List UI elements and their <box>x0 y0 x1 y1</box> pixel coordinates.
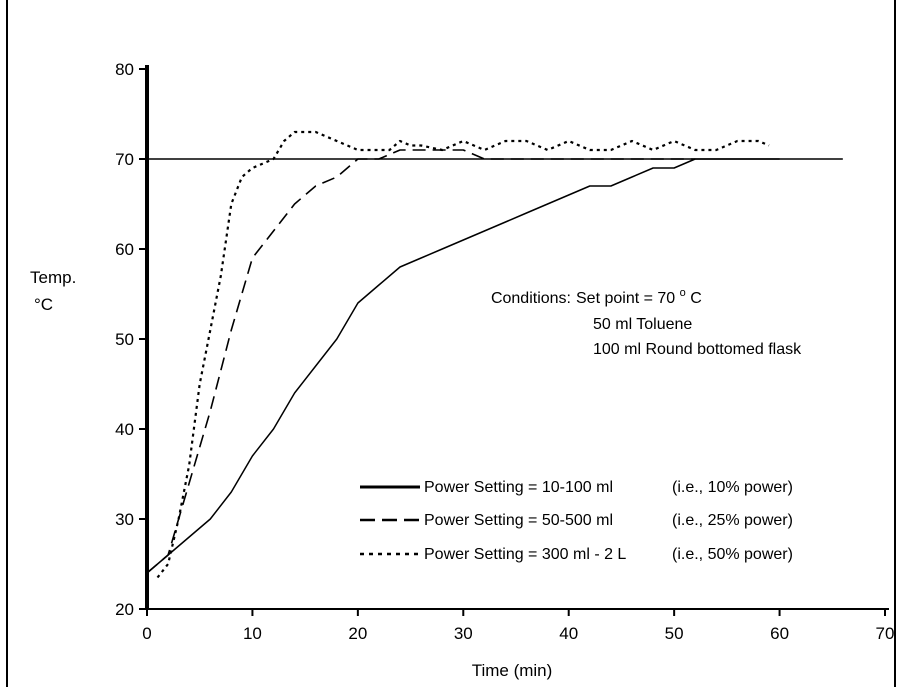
y-axis-unit: °C <box>34 295 53 314</box>
set-point-degree: o <box>680 287 686 299</box>
x-axis-label: Time (min) <box>472 661 553 680</box>
x-tick-label: 40 <box>559 624 578 643</box>
series-line-dotted <box>156 130 770 579</box>
x-tick-label: 30 <box>454 624 473 643</box>
x-tick-label: 70 <box>876 624 895 643</box>
legend-label: Power Setting = 10-100 ml <box>424 479 613 496</box>
legend-note: (i.e., 25% power) <box>672 512 793 529</box>
x-tick-label: 50 <box>665 624 684 643</box>
y-tick-label: 80 <box>115 60 134 79</box>
legend-note: (i.e., 10% power) <box>672 479 793 496</box>
y-tick-label: 30 <box>115 510 134 529</box>
set-point-prefix: Set point = 70 <box>576 290 675 307</box>
x-tick-label: 20 <box>348 624 367 643</box>
legend-note: (i.e., 50% power) <box>672 546 793 563</box>
y-tick-label: 40 <box>115 420 134 439</box>
set-point-suffix: C <box>690 290 702 307</box>
y-axis-label: Temp. <box>30 268 76 287</box>
x-tick-label: 60 <box>770 624 789 643</box>
legend: Power Setting = 10-100 ml (i.e., 10% powe… <box>360 479 793 563</box>
y-tick-label: 50 <box>115 330 134 349</box>
conditions-set-point: Set point = 70 o C <box>576 283 702 307</box>
x-tick-label: 10 <box>243 624 262 643</box>
series-line-dashed <box>146 149 696 574</box>
y-tick-label: 20 <box>115 600 134 619</box>
conditions-solvent: 50 ml Toluene <box>593 316 692 333</box>
x-tick-label: 0 <box>142 624 151 643</box>
y-tick-label: 60 <box>115 240 134 259</box>
legend-label: Power Setting = 300 ml - 2 L <box>424 546 626 563</box>
axes: 20 30 40 50 60 70 80 0 10 20 30 40 50 60 70 <box>115 60 894 643</box>
conditions-heading: Conditions: <box>491 290 571 307</box>
y-tick-label: 70 <box>115 150 134 169</box>
conditions-annotation: Conditions: Set point = 70 o C 50 ml Tol… <box>491 283 802 358</box>
legend-label: Power Setting = 50-500 ml <box>424 512 613 529</box>
series-line-solid <box>146 158 780 574</box>
conditions-flask: 100 ml Round bottomed flask <box>593 341 802 358</box>
series-layer <box>146 130 780 579</box>
